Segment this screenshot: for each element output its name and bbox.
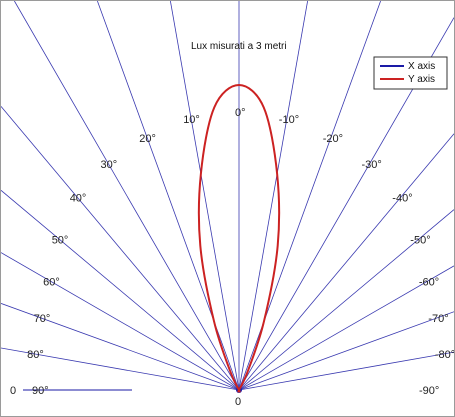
angle-label: -50°	[410, 235, 430, 247]
angle-label: -30°	[362, 159, 382, 171]
angle-label: 0°	[235, 107, 246, 119]
spoke-line	[238, 1, 308, 391]
spoke-line	[14, 1, 240, 391]
spoke-line	[238, 265, 454, 391]
spoke-line	[1, 347, 240, 391]
angle-label: -60°	[419, 277, 439, 289]
angle-label: 60°	[43, 277, 60, 289]
legend-label-y-axis: Y axis	[408, 74, 435, 85]
spoke-line	[238, 351, 454, 391]
spoke-line	[238, 311, 454, 391]
angle-labels: 0° 10° -10° 20° -20° 30° -30° 40° -40° 50° -50° 60°…	[27, 107, 454, 397]
angle-label: -40°	[392, 193, 412, 205]
angle-label: 90°	[32, 385, 49, 397]
spoke-line	[170, 1, 240, 391]
spoke-line	[1, 189, 240, 391]
origin-label-left: 0	[10, 385, 16, 397]
angle-label: -80°	[435, 349, 454, 361]
angle-label: 10°	[183, 114, 200, 126]
angle-label: -20°	[323, 133, 343, 145]
spoke-line	[1, 303, 240, 391]
angle-label: -90°	[419, 385, 439, 397]
angle-label: 50°	[52, 235, 69, 247]
spoke-line	[1, 252, 240, 391]
angle-label: 40°	[70, 193, 87, 205]
angle-label: 80°	[27, 349, 44, 361]
legend-box	[373, 56, 448, 90]
legend-label-x-axis: X axis	[408, 61, 435, 72]
spoke-line	[238, 133, 454, 391]
angle-label: 70°	[34, 313, 51, 325]
series-line-y-axis	[197, 83, 281, 393]
angle-label: 20°	[139, 133, 156, 145]
angle-label: 30°	[101, 159, 118, 171]
series-lines	[197, 83, 281, 393]
spoke-line	[1, 106, 240, 391]
legend: X axis Y axis	[373, 56, 448, 90]
chart-title: Lux misurati a 3 metri	[191, 41, 287, 52]
spoke-line	[238, 209, 454, 391]
angle-label: -10°	[279, 114, 299, 126]
origin-label-center: 0	[235, 396, 241, 408]
angle-label: -70°	[428, 313, 448, 325]
